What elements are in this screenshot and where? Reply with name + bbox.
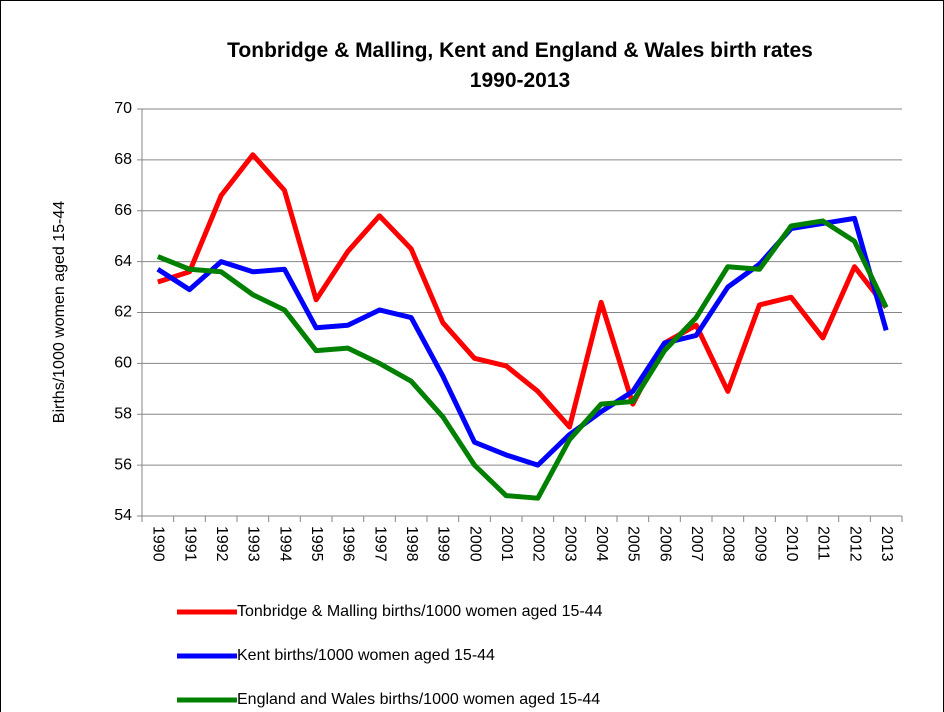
x-tick-label: 2000 [466,526,483,562]
x-tick-label: 1995 [308,526,325,562]
x-tick-label: 1992 [213,526,230,562]
x-tick-label: 2010 [783,526,800,562]
chart-title: Tonbridge & Malling, Kent and England & … [227,39,813,92]
y-tick-label: 60 [114,355,132,372]
y-tick-label: 58 [114,405,132,422]
series-line [157,152,889,430]
x-tick-label: 2001 [498,526,515,562]
y-tick-label: 62 [114,304,132,321]
x-tick-label: 2004 [593,526,610,562]
legend-label: Tonbridge & Malling births/1000 women ag… [237,603,603,620]
x-tick-label: 2011 [815,526,832,561]
x-tick-label: 1999 [435,526,452,562]
x-tick-label: 2012 [846,526,863,562]
y-tick-label: 70 [114,100,132,117]
x-tick-label: 1996 [340,526,357,562]
y-tick-label: 68 [114,151,132,168]
x-tick-label: 2005 [625,526,642,562]
x-tick-label: 1991 [181,526,198,562]
series-line [156,218,889,501]
x-tick-label: 2008 [720,526,737,562]
x-tick-label: 2007 [688,526,705,562]
legend-label: England and Wales births/1000 women aged… [237,691,600,708]
series-line [156,215,889,468]
y-tick-label: 64 [114,253,132,270]
x-tick-label: 1990 [150,526,167,562]
x-tick-label: 1993 [245,526,262,562]
x-tick-label: 2002 [530,526,547,562]
y-tick-label: 54 [114,507,132,524]
x-tick-label: 1998 [403,526,420,562]
x-tick-label: 2003 [561,526,578,562]
x-tick-label: 2013 [878,526,895,562]
x-tick-label: 2009 [751,526,768,562]
y-tick-label: 66 [114,202,132,219]
x-tick-label: 1994 [276,526,293,562]
y-axis-label: Births/1000 women aged 15-44 [51,201,68,423]
x-tick-label: 2006 [656,526,673,562]
x-tick-label: 1997 [371,526,388,562]
legend-label: Kent births/1000 women aged 15-44 [237,647,495,664]
y-tick-label: 56 [114,456,132,473]
